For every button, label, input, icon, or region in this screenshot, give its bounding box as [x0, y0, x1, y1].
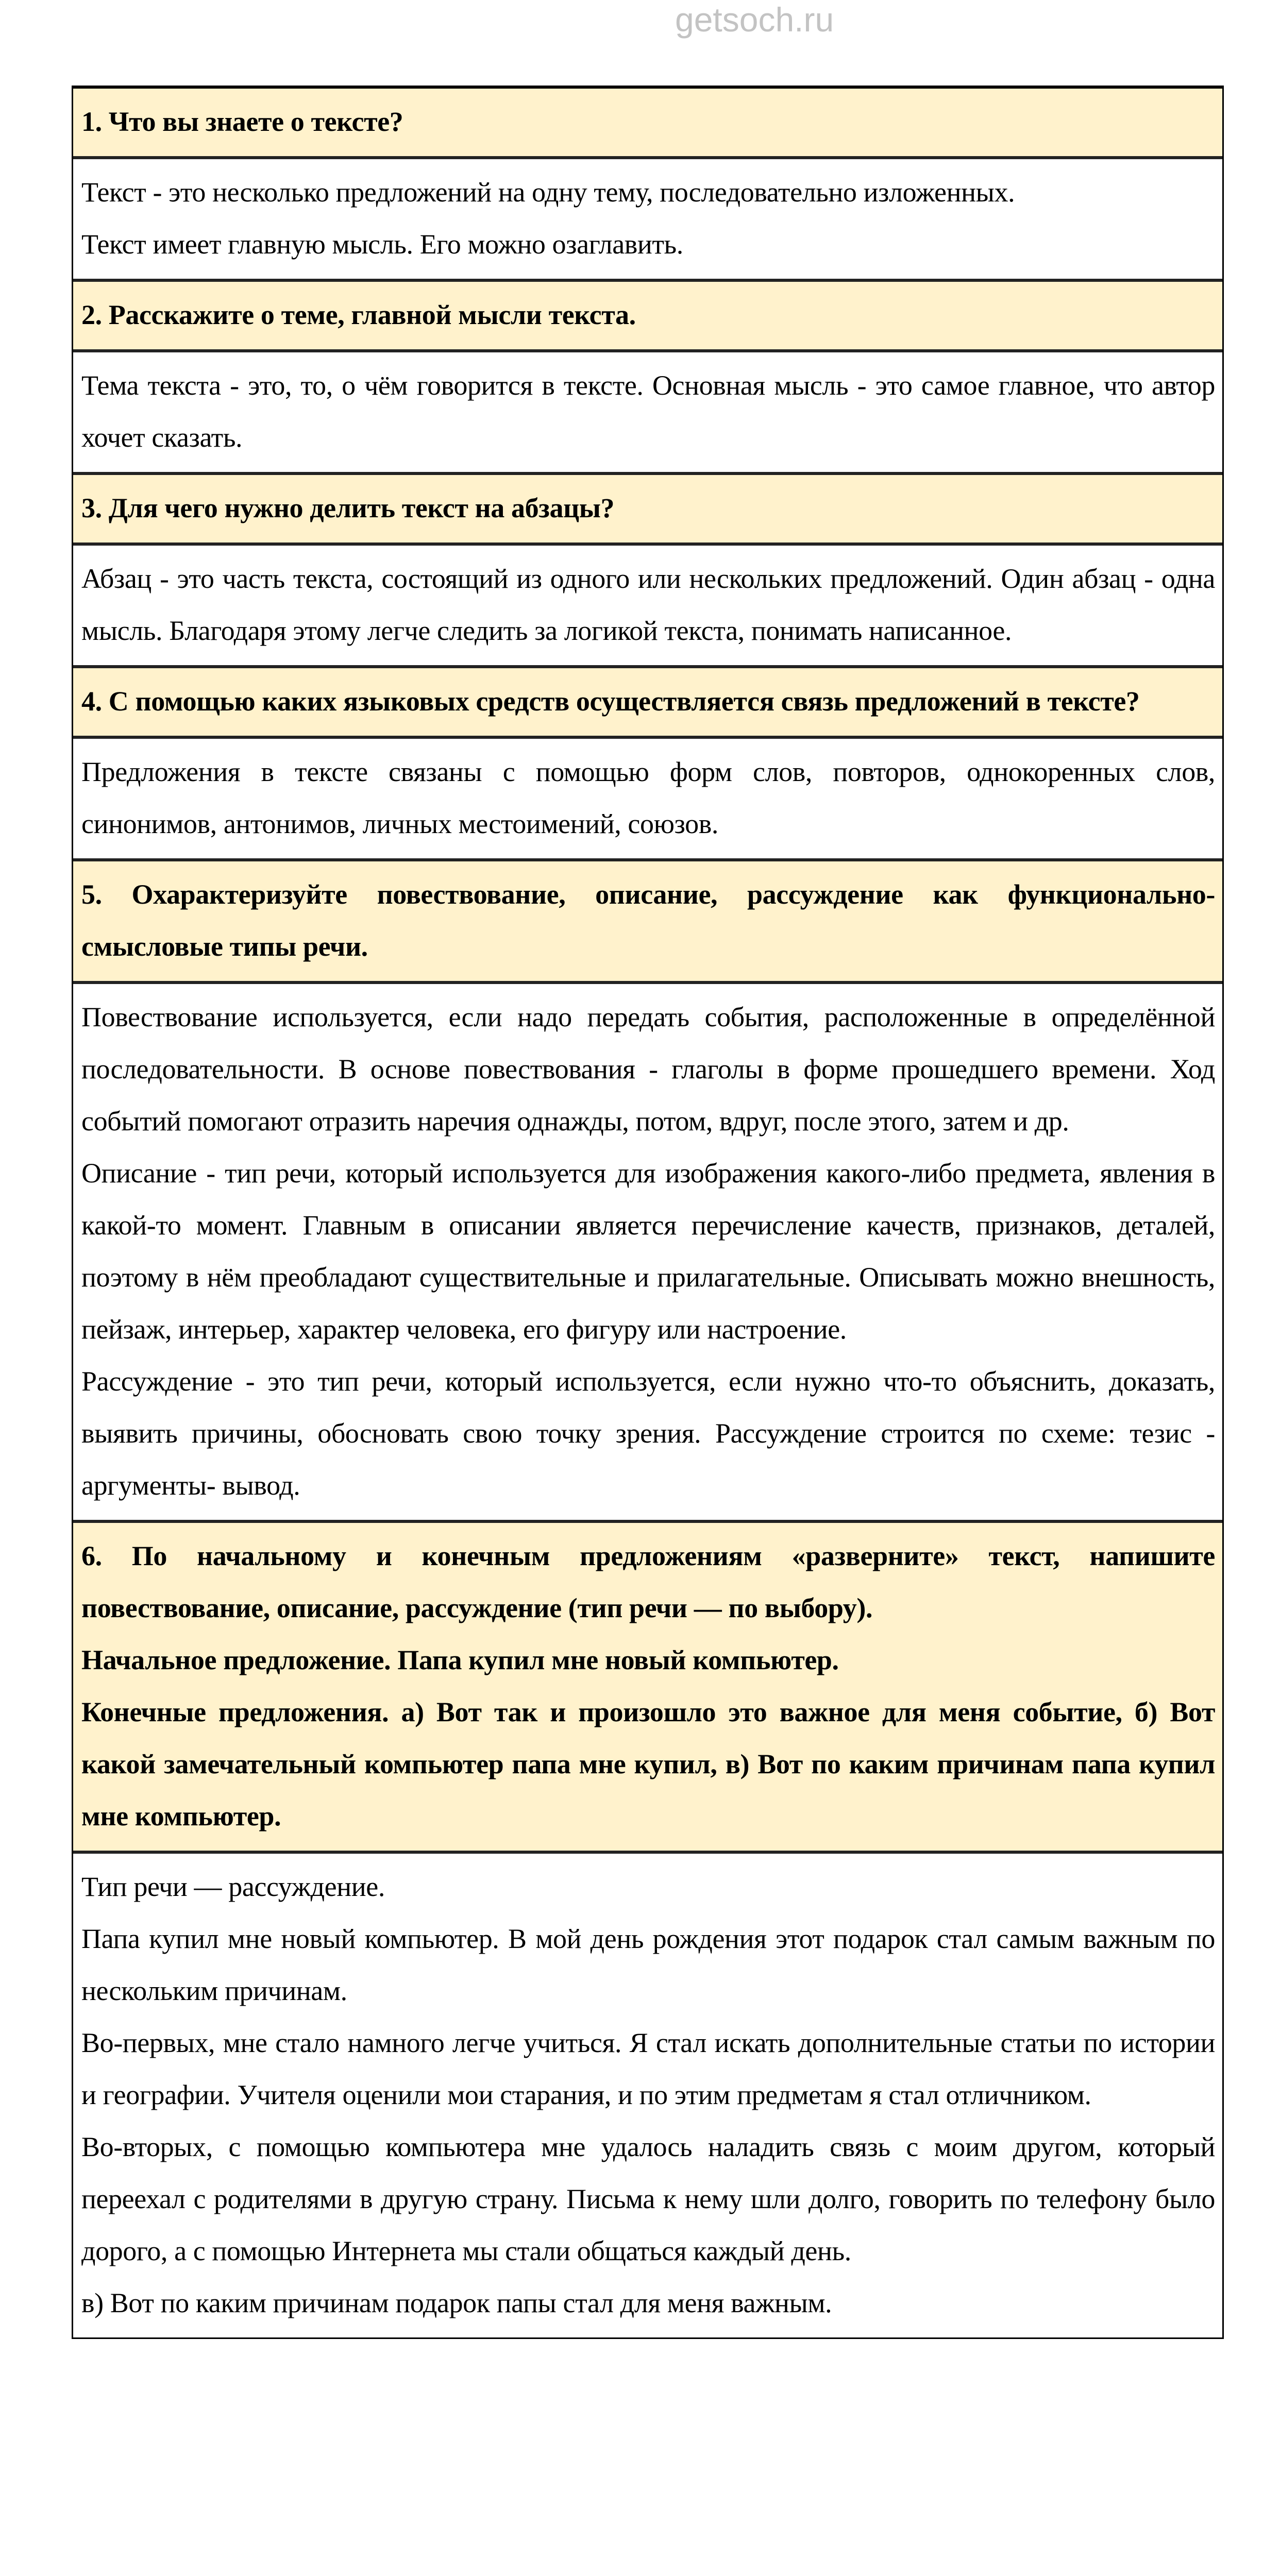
- question-2: 2. Расскажите о теме, главной мысли текс…: [73, 282, 1222, 352]
- answer-2: Тема текста - это, то, о чём говорится в…: [73, 352, 1222, 475]
- watermark: getsoch.ru: [675, 1, 834, 39]
- question-3: 3. Для чего нужно делить текст на абзацы…: [73, 475, 1222, 546]
- answer-4: Предложения в тексте связаны с помощью ф…: [73, 739, 1222, 861]
- question-6: 6. По начальному и конечным предложениям…: [73, 1523, 1222, 1854]
- answer-3: Абзац - это часть текста, состоящий из о…: [73, 546, 1222, 668]
- answer-1: Текст - это несколько предложений на одн…: [73, 159, 1222, 282]
- question-1: 1. Что вы знаете о тексте?: [73, 89, 1222, 159]
- qa-table: 1. Что вы знаете о тексте? Текст - это н…: [72, 86, 1224, 2339]
- question-5: 5. Охарактеризуйте повествование, описан…: [73, 861, 1222, 984]
- answer-6: Тип речи — рассуждение. Папа купил мне но…: [73, 1854, 1222, 2337]
- answer-5: Повествование используется, если надо пе…: [73, 984, 1222, 1523]
- question-4: 4. С помощью каких языковых средств осущ…: [73, 668, 1222, 739]
